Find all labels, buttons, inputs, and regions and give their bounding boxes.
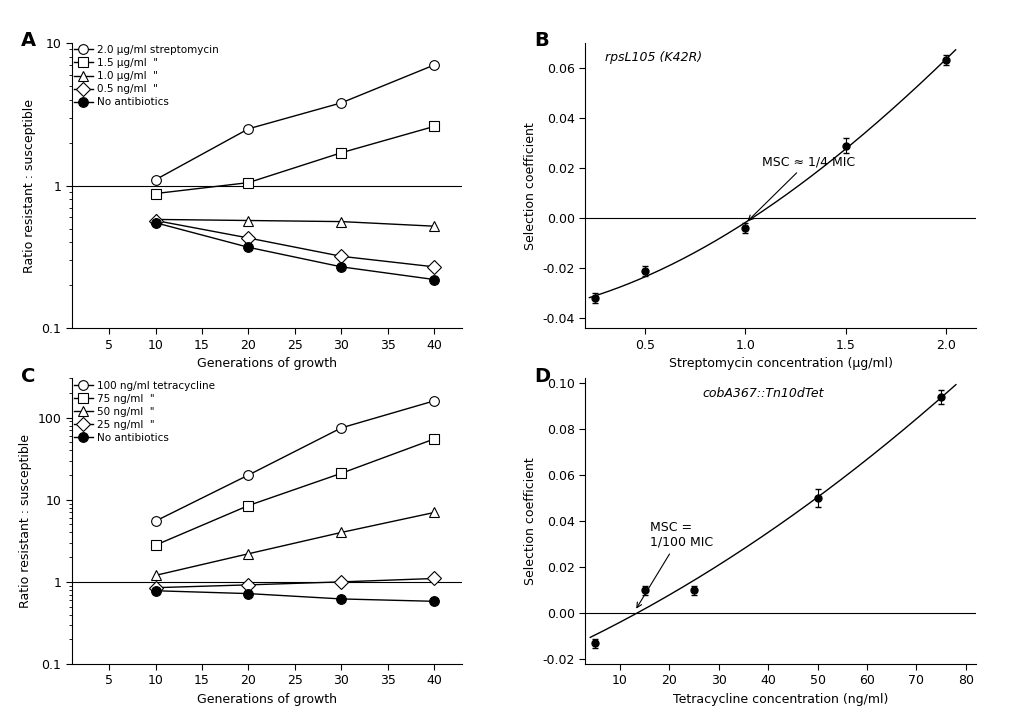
- Y-axis label: Selection coefficient: Selection coefficient: [524, 122, 537, 249]
- Text: C: C: [22, 367, 36, 386]
- Text: A: A: [22, 31, 36, 51]
- Text: cobA367::Tn10dTet: cobA367::Tn10dTet: [702, 387, 824, 400]
- Y-axis label: Ratio resistant : susceptible: Ratio resistant : susceptible: [20, 434, 32, 608]
- X-axis label: Tetracycline concentration (ng/ml): Tetracycline concentration (ng/ml): [673, 693, 888, 706]
- Text: D: D: [535, 367, 550, 386]
- X-axis label: Streptomycin concentration (μg/ml): Streptomycin concentration (μg/ml): [669, 358, 892, 371]
- Y-axis label: Ratio resistant : susceptible: Ratio resistant : susceptible: [23, 99, 36, 273]
- Text: B: B: [535, 31, 549, 51]
- Text: rpsL105 (K42R): rpsL105 (K42R): [605, 51, 702, 64]
- Y-axis label: Selection coefficient: Selection coefficient: [524, 458, 537, 585]
- Text: MSC =
1/100 MIC: MSC = 1/100 MIC: [637, 521, 713, 608]
- Legend: 2.0 μg/ml streptomycin, 1.5 μg/ml  ", 1.0 μg/ml  ", 0.5 ng/ml  ", No antibiotics: 2.0 μg/ml streptomycin, 1.5 μg/ml ", 1.0…: [74, 45, 219, 107]
- X-axis label: Generations of growth: Generations of growth: [197, 693, 337, 706]
- X-axis label: Generations of growth: Generations of growth: [197, 358, 337, 371]
- Text: MSC ≈ 1/4 MIC: MSC ≈ 1/4 MIC: [749, 155, 854, 221]
- Legend: 100 ng/ml tetracycline, 75 ng/ml  ", 50 ng/ml  ", 25 ng/ml  ", No antibiotics: 100 ng/ml tetracycline, 75 ng/ml ", 50 n…: [74, 381, 215, 443]
